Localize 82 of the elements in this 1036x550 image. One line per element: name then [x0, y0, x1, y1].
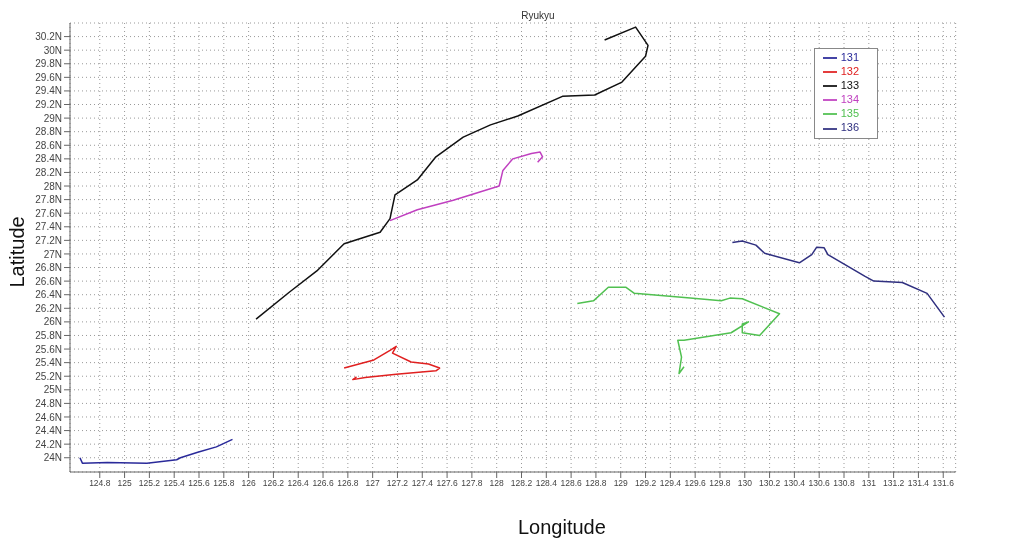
- y-tick-label: 28.8N: [35, 126, 62, 138]
- x-tick-label: 129.6: [684, 478, 707, 489]
- x-tick-label: 127.8: [461, 478, 483, 489]
- y-tick-label: 26.4N: [35, 289, 62, 301]
- x-tick-label: 131.6: [932, 478, 955, 489]
- y-tick-label: 29.4N: [35, 85, 62, 97]
- line-series: [79, 438, 234, 464]
- y-tick-label: 30.2N: [35, 31, 62, 43]
- y-tick-label: 29.6N: [35, 71, 62, 83]
- x-tick-label: 127: [365, 478, 381, 489]
- x-tick-label: 131: [861, 478, 877, 489]
- x-tick-label: 126.2: [262, 478, 285, 489]
- x-tick-label: 128.2: [510, 478, 533, 489]
- x-tick-label: 131.2: [882, 478, 905, 489]
- y-tick-label: 26.6N: [35, 275, 62, 287]
- y-tick-label: 25.4N: [35, 357, 62, 369]
- x-tick-label: 128: [489, 478, 505, 489]
- x-tick-label: 124.8: [89, 478, 111, 489]
- y-tick-label: 27.8N: [35, 194, 62, 206]
- legend-label: 134: [840, 93, 859, 106]
- y-tick-label: 27N: [43, 248, 62, 260]
- y-tick-label: 27.4N: [35, 221, 62, 233]
- y-tick-label: 24.8N: [35, 397, 62, 409]
- y-tick-label: 28.2N: [35, 166, 62, 178]
- y-tick-label: 29.2N: [35, 99, 62, 111]
- x-tick-label: 126.8: [337, 478, 359, 489]
- x-tick-label: 129.2: [634, 478, 657, 489]
- y-tick-label: 25.8N: [35, 330, 62, 342]
- x-tick-label: 130.8: [833, 478, 855, 489]
- x-tick-label: 126.6: [312, 478, 334, 489]
- legend-label: 136: [840, 121, 859, 134]
- x-tick-label: 127.2: [386, 478, 409, 489]
- y-tick-label: 28.6N: [35, 139, 62, 151]
- chart-title: Ryukyu: [520, 10, 556, 21]
- y-tick-label: 24.2N: [35, 438, 62, 450]
- x-tick-label: 130.4: [783, 478, 806, 489]
- x-tick-label: 127.6: [436, 478, 458, 489]
- x-tick-label: 129: [613, 478, 629, 489]
- y-tick-label: 27.6N: [35, 207, 62, 219]
- y-tick-label: 25N: [43, 384, 62, 396]
- y-tick-label: 26.2N: [35, 302, 62, 314]
- x-tick-label: 125.6: [188, 478, 210, 489]
- x-tick-label: 127.4: [411, 478, 434, 489]
- x-tick-label: 125.2: [138, 478, 161, 489]
- y-tick-label: 25.6N: [35, 343, 62, 355]
- y-tick-label: 26N: [43, 316, 62, 328]
- y-tick-label: 25.2N: [35, 370, 62, 382]
- x-tick-label: 130.2: [758, 478, 781, 489]
- y-tick-label: 29N: [43, 112, 62, 124]
- y-tick-label: 26.8N: [35, 262, 62, 274]
- y-tick-label: 28N: [43, 180, 62, 192]
- legend-label: 132: [840, 65, 859, 78]
- x-tick-label: 131.4: [907, 478, 930, 489]
- x-tick-label: 126: [241, 478, 256, 489]
- x-tick-label: 130: [737, 478, 753, 489]
- legend-label: 135: [840, 107, 859, 120]
- x-tick-label: 128.6: [560, 478, 583, 489]
- y-tick-label: 30N: [43, 44, 62, 56]
- x-tick-label: 125.4: [163, 478, 186, 489]
- y-tick-label: 27.2N: [35, 234, 62, 246]
- y-tick-label: 28.4N: [35, 153, 62, 165]
- y-axis-title: Latitude: [6, 216, 29, 288]
- x-tick-label: 128.8: [585, 478, 607, 489]
- x-tick-label: 129.4: [659, 478, 682, 489]
- y-tick-label: 29.8N: [35, 58, 62, 70]
- x-tick-label: 128.4: [535, 478, 558, 489]
- y-tick-label: 24N: [43, 452, 62, 464]
- line-series: [576, 286, 781, 375]
- line-series: [255, 26, 649, 320]
- x-tick-label: 129.8: [709, 478, 731, 489]
- x-axis-title: Longitude: [518, 516, 606, 538]
- line-series: [731, 240, 946, 318]
- x-tick-label: 125: [117, 478, 132, 489]
- legend-label: 133: [840, 79, 859, 92]
- line-series: [343, 345, 441, 381]
- x-tick-label: 130.6: [808, 478, 831, 489]
- y-tick-label: 24.6N: [35, 411, 62, 423]
- y-tick-label: 24.4N: [35, 425, 62, 437]
- x-tick-label: 126.4: [287, 478, 310, 489]
- x-tick-label: 125.8: [213, 478, 235, 489]
- legend-label: 131: [840, 51, 859, 63]
- line-series: [389, 151, 544, 222]
